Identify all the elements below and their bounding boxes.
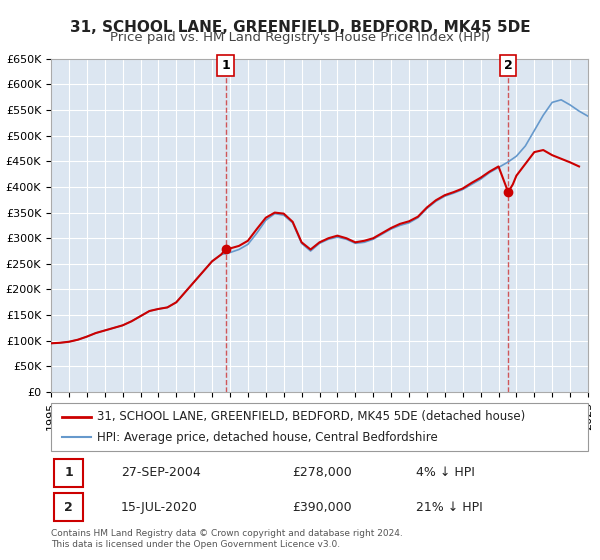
Text: Contains HM Land Registry data © Crown copyright and database right 2024.
This d: Contains HM Land Registry data © Crown c…: [51, 529, 403, 549]
Text: 31, SCHOOL LANE, GREENFIELD, BEDFORD, MK45 5DE (detached house): 31, SCHOOL LANE, GREENFIELD, BEDFORD, MK…: [97, 410, 525, 423]
Text: 1: 1: [221, 59, 230, 72]
Text: £390,000: £390,000: [293, 501, 352, 514]
Text: 2: 2: [504, 59, 512, 72]
Text: 31, SCHOOL LANE, GREENFIELD, BEDFORD, MK45 5DE: 31, SCHOOL LANE, GREENFIELD, BEDFORD, MK…: [70, 20, 530, 35]
FancyBboxPatch shape: [51, 403, 588, 451]
Text: 21% ↓ HPI: 21% ↓ HPI: [416, 501, 483, 514]
Text: 1: 1: [64, 466, 73, 479]
FancyBboxPatch shape: [53, 459, 83, 487]
Text: £278,000: £278,000: [293, 466, 352, 479]
Text: 27-SEP-2004: 27-SEP-2004: [121, 466, 200, 479]
Text: 4% ↓ HPI: 4% ↓ HPI: [416, 466, 475, 479]
Text: HPI: Average price, detached house, Central Bedfordshire: HPI: Average price, detached house, Cent…: [97, 431, 437, 444]
Text: Price paid vs. HM Land Registry's House Price Index (HPI): Price paid vs. HM Land Registry's House …: [110, 31, 490, 44]
Text: 15-JUL-2020: 15-JUL-2020: [121, 501, 197, 514]
Text: 2: 2: [64, 501, 73, 514]
FancyBboxPatch shape: [53, 493, 83, 521]
